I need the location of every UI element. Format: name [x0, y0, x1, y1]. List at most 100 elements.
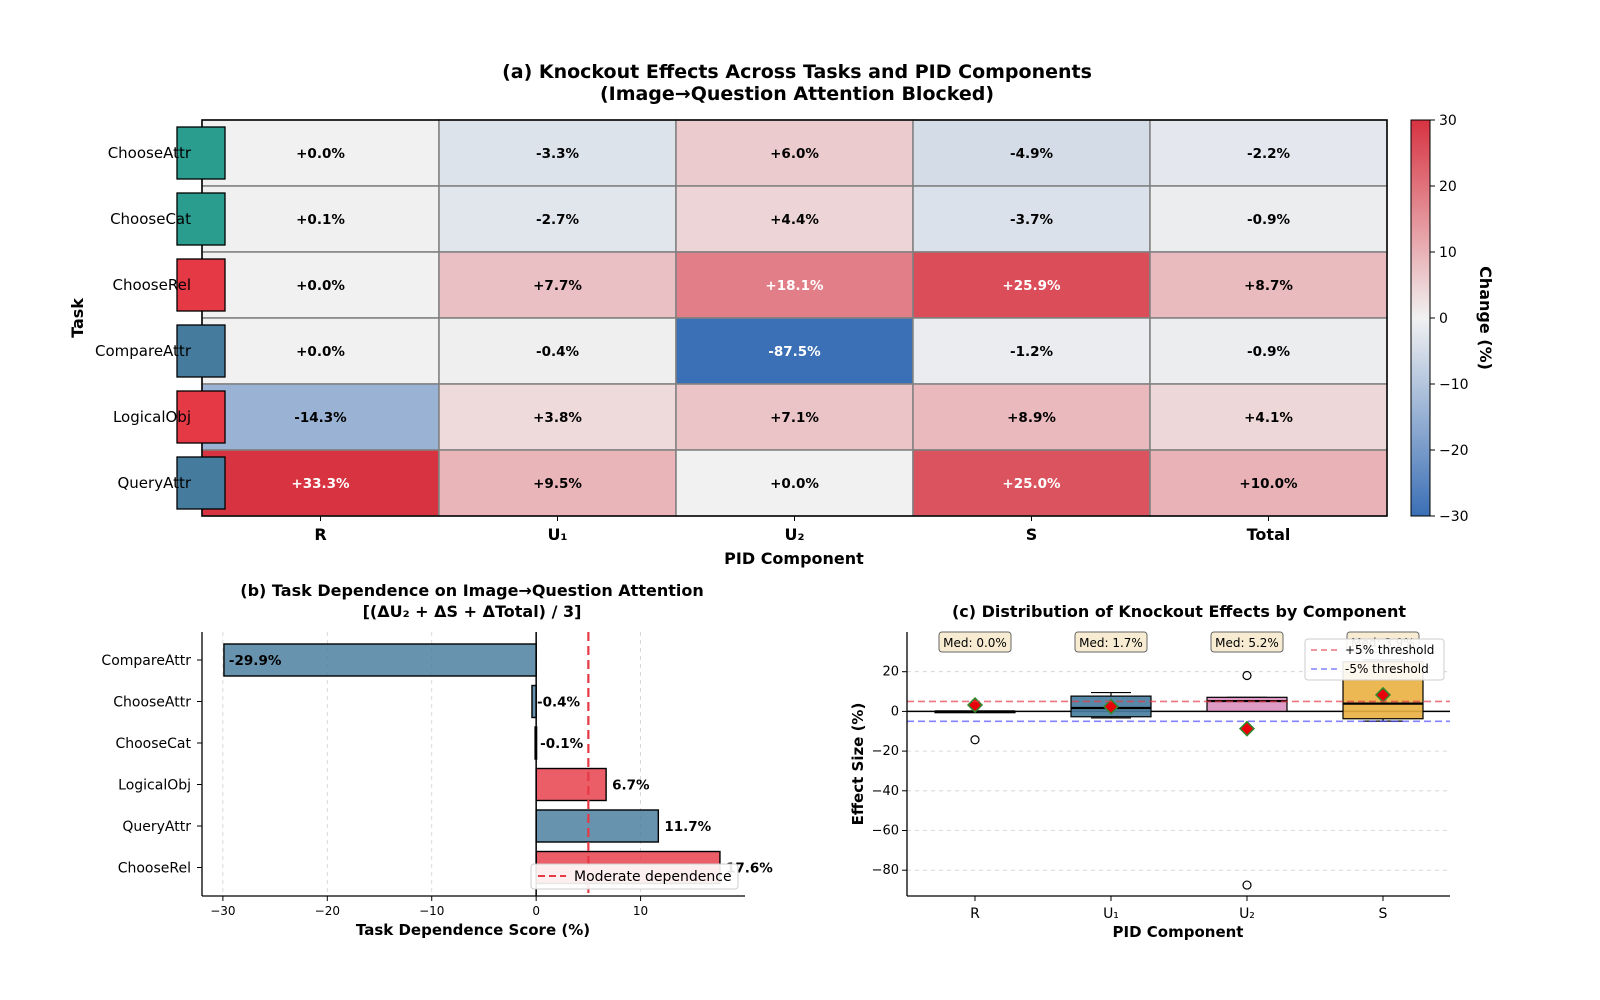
heatmap-cell-label: +9.5%: [533, 476, 582, 492]
heatmap-cell: [675, 449, 914, 517]
heatmap-cell-label: +0.1%: [296, 212, 345, 228]
heatmap-cell: [912, 317, 1151, 385]
heatmap-cell: [201, 383, 440, 451]
heatmap-cell-label: +0.0%: [296, 278, 345, 294]
heatmap-row-markers: [176, 126, 226, 510]
heatmap-row-label: ChooseCat: [110, 210, 191, 228]
heatmap-cell: [438, 449, 677, 517]
heatmap-row-label: LogicalObj: [113, 408, 191, 426]
box-median-label: Med: 0.0%: [943, 636, 1007, 650]
heatmap-cell: [912, 449, 1151, 517]
heatmap-cell: [438, 251, 677, 319]
bar-legend-text: Moderate dependence: [574, 869, 732, 885]
heatmap-cell-label: +4.4%: [770, 212, 819, 228]
bar-category-label: LogicalObj: [118, 778, 191, 794]
bar-category-label: ChooseCat: [115, 736, 191, 752]
bar-x-axis-label: Task Dependence Score (%): [356, 921, 590, 939]
heatmap-column-labels: R U₁ U₂ S Total: [314, 516, 1290, 544]
heatmap-cell: [438, 383, 677, 451]
heatmap-cell-label: +25.0%: [1002, 476, 1061, 492]
box: [1206, 696, 1288, 712]
box-mean-marker: [966, 696, 984, 714]
box-title: (c) Distribution of Knockout Effects by …: [952, 602, 1406, 621]
bar-category-labels: CompareAttr ChooseAttr ChooseCat LogicalObj…: [101, 653, 202, 877]
heatmap-row-marker: [176, 192, 226, 246]
box-x-tick-label: S: [1379, 906, 1388, 922]
heatmap-row-label: CompareAttr: [95, 342, 192, 360]
heatmap-row-marker: [176, 390, 226, 444]
heatmap-cell: [1149, 317, 1388, 385]
box-median-label: Med: 1.7%: [1079, 636, 1143, 650]
bar-x-ticks: −30 −20 −10 0 10: [210, 896, 648, 918]
bar-series: -29.9%-0.4%-0.1%6.7%11.7%17.6%: [223, 632, 773, 896]
heatmap-cell-label: +25.9%: [1002, 278, 1061, 294]
bar-subtitle: [(ΔU₂ + ΔS + ΔTotal) / 3]: [363, 602, 582, 621]
heatmap-cell-label: +3.8%: [533, 410, 582, 426]
heatmap-row-marker: [176, 258, 226, 312]
heatmap-cell-label: +0.0%: [296, 146, 345, 162]
box-y-tick-label: −20: [872, 744, 899, 759]
box-median-label-bg: [938, 631, 1012, 653]
bar-value-label: 11.7%: [664, 819, 711, 835]
heatmap-x-axis-label: PID Component: [724, 549, 864, 568]
heatmap-cell-label: +7.1%: [770, 410, 819, 426]
bar-title: (b) Task Dependence on Image→Question At…: [240, 581, 703, 600]
heatmap-row-label: QueryAttr: [117, 474, 191, 492]
heatmap-panel: (a) Knockout Effects Across Tasks and PI…: [68, 61, 1495, 568]
heatmap-cell-label: +7.7%: [533, 278, 582, 294]
heatmap-cell-label: -87.5%: [768, 344, 821, 360]
bar-category-label: CompareAttr: [101, 653, 191, 669]
heatmap-cell-label: +6.0%: [770, 146, 819, 162]
heatmap-row-marker: [176, 126, 226, 180]
box-median-label-bg: [1210, 631, 1284, 653]
box-y-tick-label: −40: [872, 784, 899, 799]
heatmap-cells: +0.0% -3.3% +6.0% -4.9% -2.2% +0.1% -2.7% +4.4%…: [201, 119, 1388, 517]
heatmap-column-label: S: [1026, 525, 1038, 544]
colorbar-ticks: 30 20 10 0 −10 −20 −30: [1430, 113, 1469, 525]
heatmap-row-label: ChooseAttr: [108, 144, 192, 162]
box-legend: +5% threshold -5% threshold: [1304, 638, 1445, 681]
heatmap-column-label: U₂: [785, 525, 805, 544]
bar: [223, 643, 537, 677]
heatmap-cell-label: -0.9%: [1247, 344, 1291, 360]
heatmap-cell-label: -0.4%: [536, 344, 580, 360]
bar-category-label: QueryAttr: [122, 819, 191, 835]
heatmap-cell: [438, 119, 677, 187]
heatmap-cell-label: +4.1%: [1244, 410, 1293, 426]
heatmap-subtitle: (Image→Question Attention Blocked): [600, 83, 994, 105]
bar-value-label: -0.4%: [537, 695, 581, 711]
heatmap-cell: [912, 119, 1151, 187]
bar: [535, 767, 607, 802]
box-median-label: Med: 5.2%: [1215, 636, 1279, 650]
heatmap-row-marker: [176, 324, 226, 378]
heatmap-column-label: R: [314, 525, 326, 544]
heatmap-row-labels: ChooseAttr ChooseCat ChooseRel CompareAttr L…: [95, 144, 192, 492]
heatmap-cell: [438, 317, 677, 385]
box-outlier: [1242, 880, 1252, 890]
heatmap-y-axis-label: Task: [68, 298, 87, 338]
bar-value-label: -0.1%: [540, 736, 584, 752]
heatmap-row-marker: [176, 456, 226, 510]
bar-x-tick-label: 10: [633, 904, 648, 918]
bar-panel: (b) Task Dependence on Image→Question At…: [101, 581, 773, 939]
heatmap-cell-label: +8.9%: [1007, 410, 1056, 426]
heatmap-row-label: ChooseRel: [112, 276, 191, 294]
heatmap-cell-label: -2.7%: [536, 212, 580, 228]
heatmap-cell-label: +8.7%: [1244, 278, 1293, 294]
heatmap-column-label: Total: [1247, 525, 1291, 544]
heatmap-cell-label: -4.9%: [1010, 146, 1054, 162]
heatmap-cell-label: +10.0%: [1239, 476, 1298, 492]
box-y-tick-label: −60: [872, 823, 899, 838]
heatmap-cell-label: -0.9%: [1247, 212, 1291, 228]
heatmap-cell-label: -3.3%: [536, 146, 580, 162]
heatmap-column-label: U₁: [548, 525, 568, 544]
box-legend-text-plus: +5% threshold: [1345, 643, 1434, 657]
bar-legend-box: [530, 863, 739, 890]
box-mean-marker: [1238, 720, 1256, 737]
colorbar-tick-label: −30: [1439, 509, 1469, 525]
heatmap-cell: [912, 251, 1151, 319]
box-y-tick-label: −80: [872, 863, 899, 878]
heatmap-cell-label: +18.1%: [765, 278, 824, 294]
colorbar-tick-label: −10: [1439, 377, 1469, 393]
